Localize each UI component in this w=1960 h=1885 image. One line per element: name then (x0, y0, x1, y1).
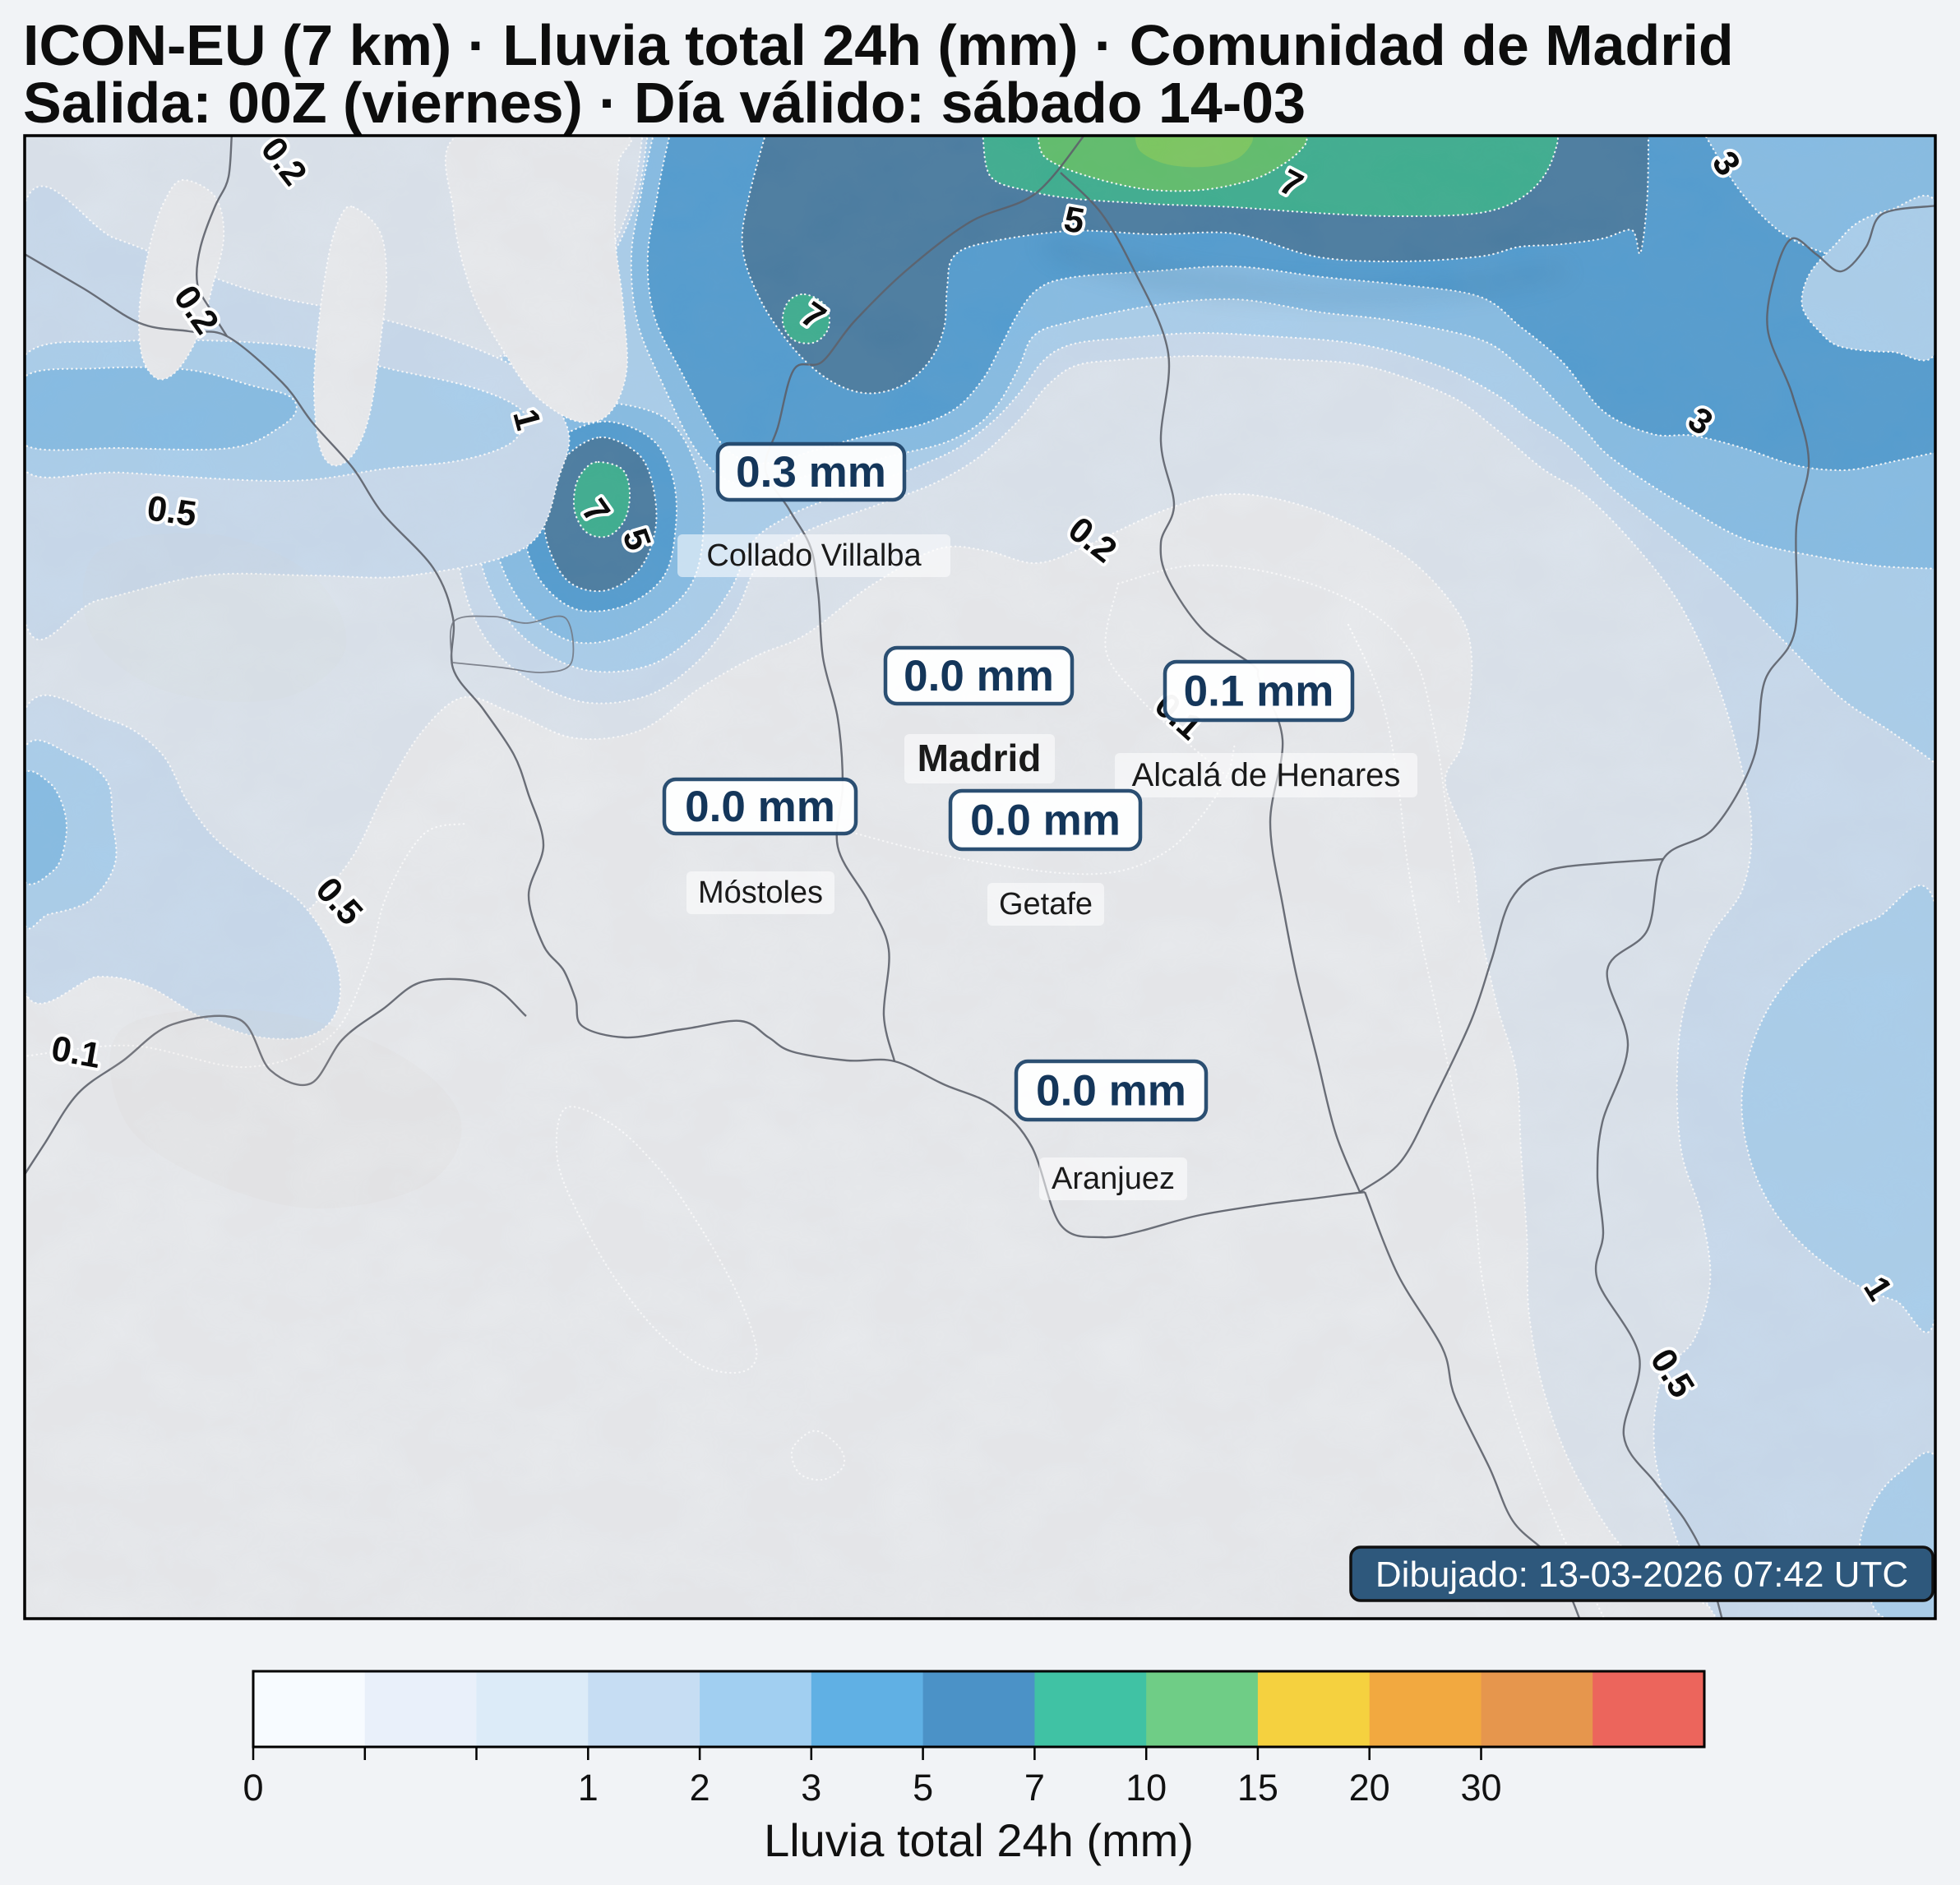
svg-text:Getafe: Getafe (999, 887, 1093, 922)
svg-text:0.0 mm: 0.0 mm (904, 652, 1054, 700)
svg-text:Móstoles: Móstoles (698, 876, 823, 910)
svg-text:1: 1 (578, 1767, 599, 1809)
svg-text:30: 30 (1460, 1767, 1501, 1809)
svg-text:10: 10 (1126, 1767, 1167, 1809)
svg-text:Aranjuez: Aranjuez (1052, 1162, 1175, 1196)
svg-text:15: 15 (1237, 1767, 1278, 1809)
svg-text:0.1 mm: 0.1 mm (1184, 668, 1334, 716)
svg-text:0.1: 0.1 (49, 1028, 104, 1076)
svg-text:0.0 mm: 0.0 mm (685, 783, 835, 831)
svg-text:5: 5 (913, 1767, 933, 1809)
svg-text:Madrid: Madrid (918, 737, 1042, 779)
svg-text:0.0 mm: 0.0 mm (1036, 1067, 1186, 1116)
svg-text:0.0 mm: 0.0 mm (970, 797, 1121, 845)
svg-text:20: 20 (1349, 1767, 1390, 1809)
svg-text:ICON-EU (7 km) · Lluvia total: ICON-EU (7 km) · Lluvia total 24h (mm) ·… (23, 13, 1734, 77)
svg-text:3: 3 (801, 1767, 821, 1809)
svg-text:Salida: 00Z (viernes) · Día vá: Salida: 00Z (viernes) · Día válido: sába… (23, 71, 1306, 135)
svg-text:Dibujado: 13-03-2026 07:42 UTC: Dibujado: 13-03-2026 07:42 UTC (1375, 1555, 1908, 1595)
svg-text:0: 0 (243, 1767, 263, 1809)
svg-text:Collado Villalba: Collado Villalba (706, 538, 922, 573)
svg-text:2: 2 (690, 1767, 710, 1809)
svg-text:0.5: 0.5 (145, 488, 199, 534)
svg-text:Lluvia total 24h (mm): Lluvia total 24h (mm) (764, 1814, 1194, 1866)
svg-text:7: 7 (1024, 1767, 1045, 1809)
svg-text:0.3 mm: 0.3 mm (736, 448, 886, 497)
svg-text:Alcalá de Henares: Alcalá de Henares (1132, 757, 1401, 793)
